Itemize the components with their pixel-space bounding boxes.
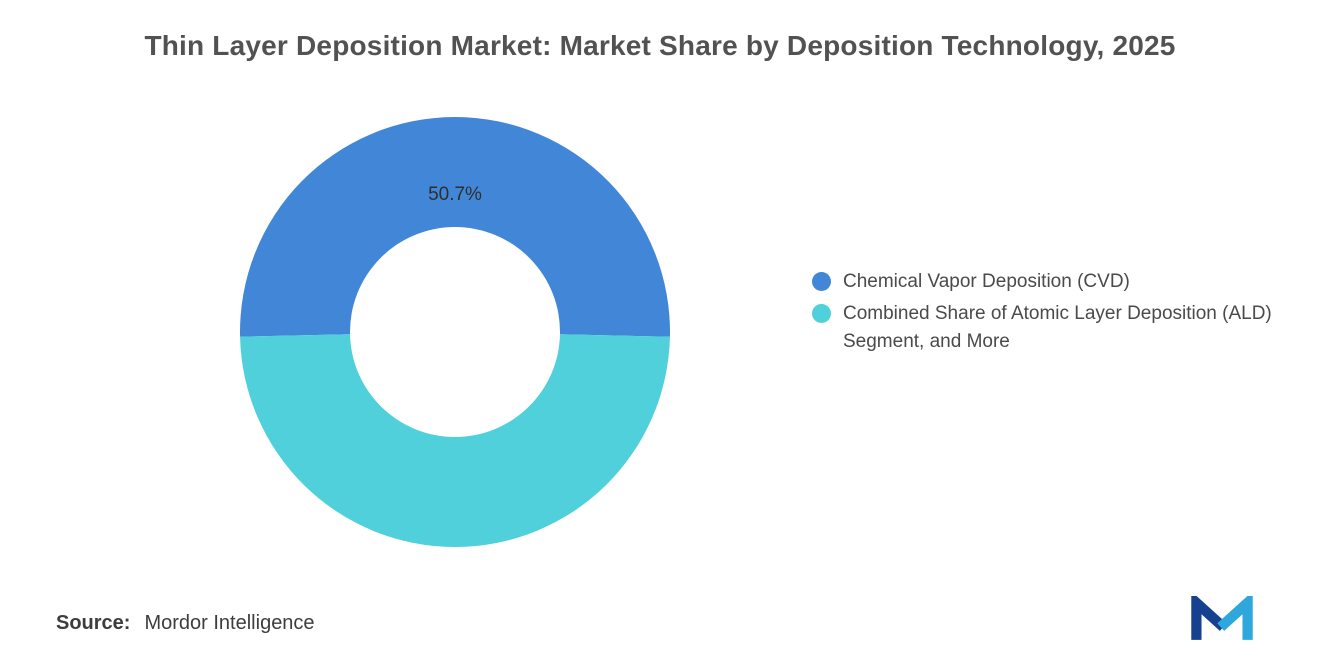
mordor-logo-m-icon: [1191, 591, 1253, 640]
donut-slice[interactable]: [240, 334, 670, 548]
source-value: Mordor Intelligence: [144, 612, 315, 634]
legend-label: Chemical Vapor Deposition (CVD): [843, 271, 1130, 292]
legend-item[interactable]: Chemical Vapor Deposition (CVD): [812, 268, 1302, 296]
legend-label: Combined Share of Atomic Layer Depositio…: [843, 303, 1272, 352]
donut-slice[interactable]: [240, 117, 671, 337]
legend-marker-icon: [812, 272, 831, 291]
legend-item[interactable]: Combined Share of Atomic Layer Depositio…: [812, 300, 1302, 356]
legend-marker-icon: [812, 304, 831, 323]
slice-value-label: 50.7%: [428, 184, 482, 205]
mordor-intelligence-logo: [1190, 591, 1254, 644]
chart-legend: Chemical Vapor Deposition (CVD) Combined …: [812, 268, 1302, 356]
donut-chart-svg: 50.7%: [240, 117, 671, 548]
source-line: Source: Mordor Intelligence: [56, 612, 315, 635]
chart-title: Thin Layer Deposition Market: Market Sha…: [144, 30, 1176, 61]
donut-chart: 50.7%: [235, 112, 675, 552]
source-label: Source:: [56, 612, 131, 634]
